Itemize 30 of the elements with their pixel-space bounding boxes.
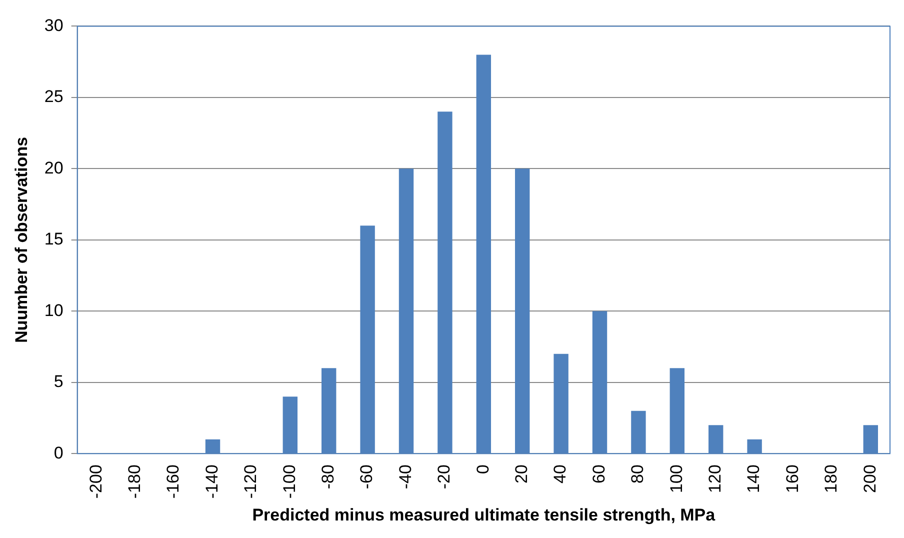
y-tick-label: 30 xyxy=(44,16,64,35)
x-tick-label: -180 xyxy=(125,464,144,499)
x-tick-label: -140 xyxy=(202,464,222,499)
x-tick-label: 160 xyxy=(782,464,802,493)
x-tick-label: 140 xyxy=(744,464,764,493)
x-tick-label: 40 xyxy=(550,464,570,484)
y-tick-label: 5 xyxy=(54,372,64,392)
x-tick-label: -120 xyxy=(241,464,260,499)
x-tick-label: 0 xyxy=(473,464,492,474)
x-tick-label: 180 xyxy=(822,464,841,493)
y-tick-label: 25 xyxy=(44,87,64,106)
x-tick-label: 60 xyxy=(589,464,608,484)
x-tick-label: 100 xyxy=(666,464,686,493)
y-tick-label: 10 xyxy=(44,300,64,320)
x-tick-label: -60 xyxy=(357,464,376,490)
x-tick-label: 200 xyxy=(860,464,880,493)
x-axis-title: Predicted minus measured ultimate tensile strength, MPa xyxy=(252,505,716,524)
y-axis-title: Nuumber of observations xyxy=(12,136,31,343)
x-tick-label: -100 xyxy=(280,464,299,499)
x-tick-label: -40 xyxy=(396,464,415,490)
y-tick-label: 15 xyxy=(44,230,64,249)
x-tick-label: 80 xyxy=(628,464,648,484)
x-tick-label: 20 xyxy=(512,464,532,484)
x-tick-label: -20 xyxy=(434,464,454,490)
x-tick-label: 120 xyxy=(706,464,725,493)
x-tick-label: -80 xyxy=(318,464,338,490)
y-tick-label: 20 xyxy=(44,158,64,178)
x-tick-label: -200 xyxy=(86,464,106,499)
x-tick-label: -160 xyxy=(164,464,183,499)
y-tick-label: 0 xyxy=(54,443,64,462)
